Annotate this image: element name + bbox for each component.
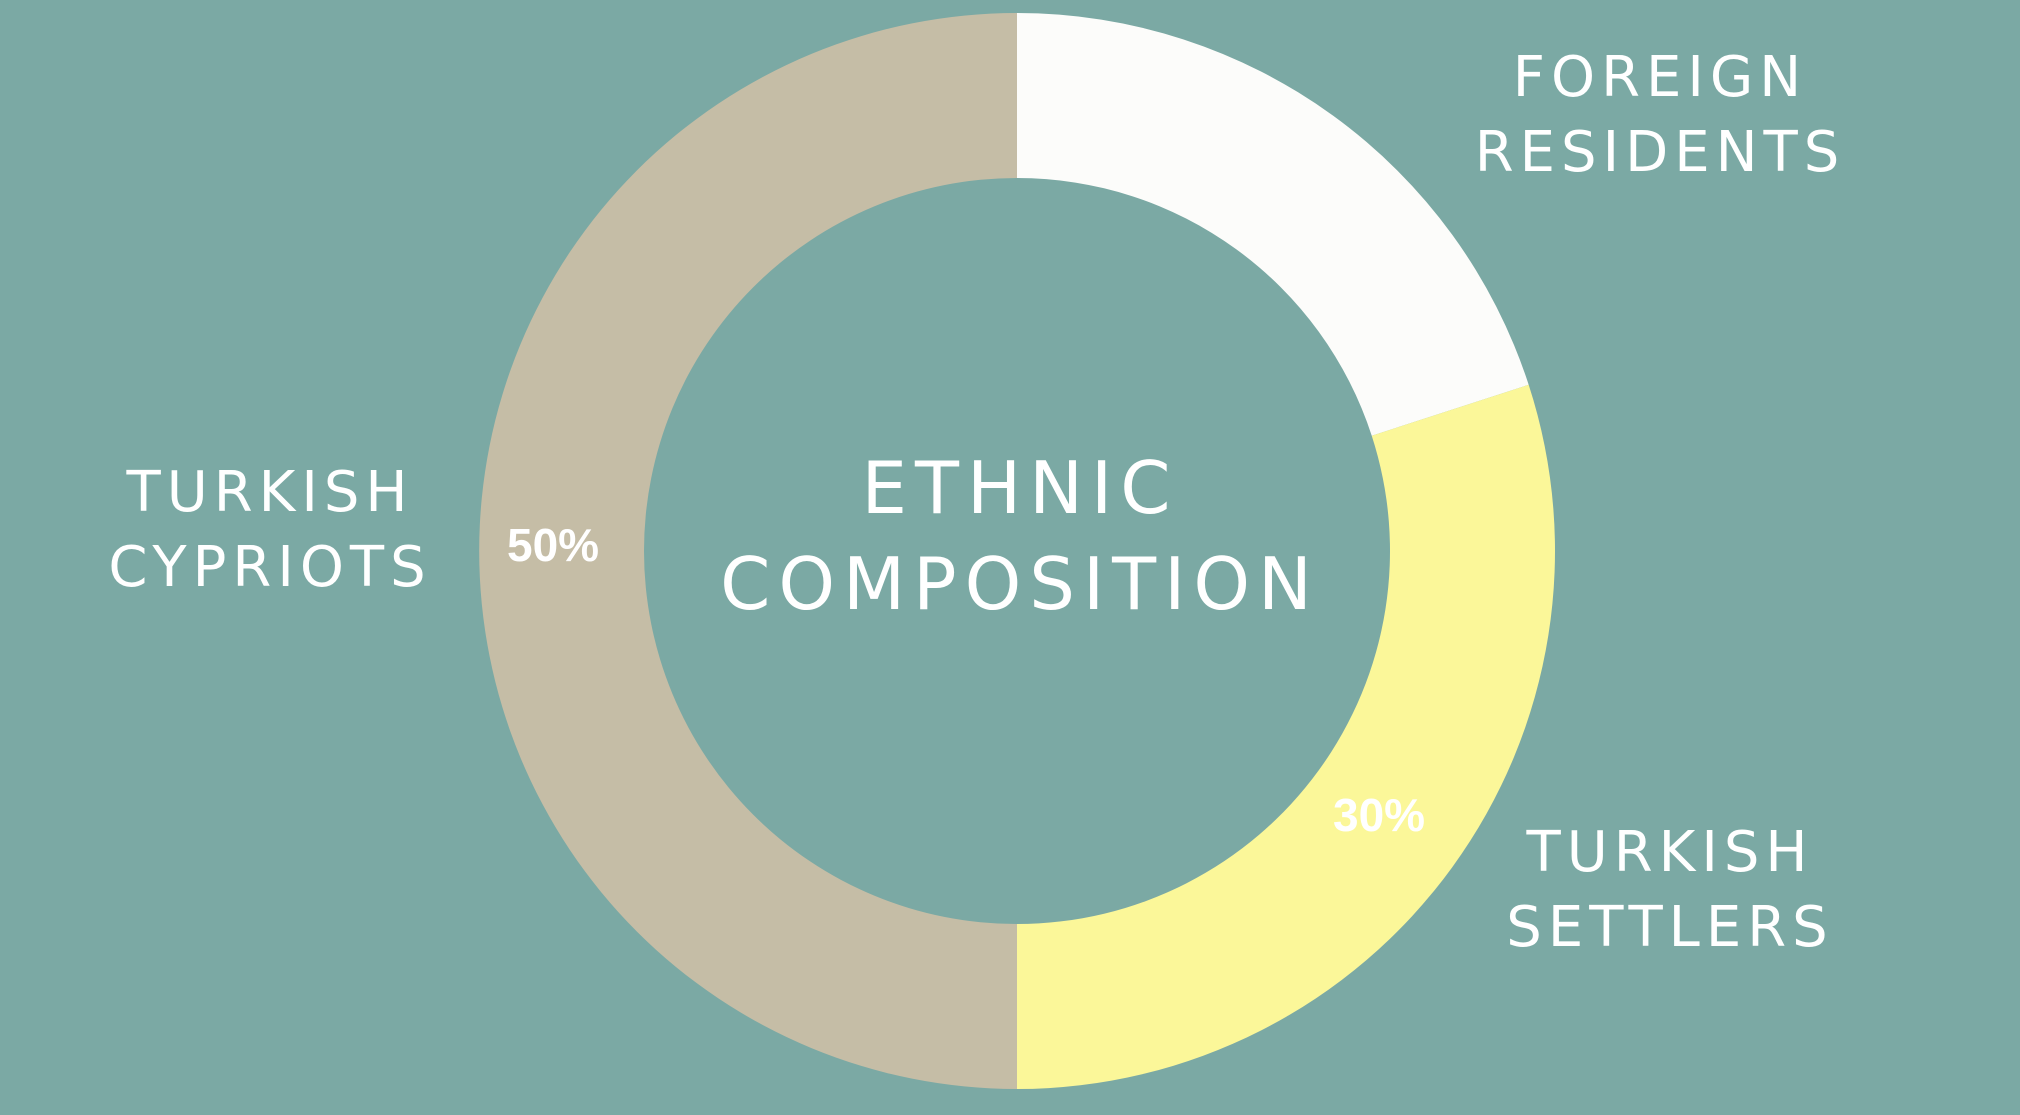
slice-label-line: SETTLERS — [1506, 895, 1834, 960]
chart-title-line: COMPOSITION — [720, 542, 1320, 626]
data-label-turkish-settlers: 30% — [1333, 789, 1426, 841]
chart-title-line: ETHNIC — [861, 446, 1179, 530]
donut-slice-turkish-cypriots — [479, 13, 1017, 1089]
slice-label-turkish-cypriots: TURKISH CYPRIOTS — [40, 455, 500, 605]
slice-label-line: FOREIGN — [1512, 45, 1808, 110]
slice-label-line: TURKISH — [1526, 820, 1814, 885]
slice-label-line: CYPRIOTS — [108, 535, 432, 600]
slice-label-line: TURKISH — [126, 460, 414, 525]
slice-label-foreign-residents: FOREIGN RESIDENTS — [1460, 40, 1860, 190]
data-label-turkish-cypriots: 50% — [507, 519, 600, 571]
donut-slice-foreign-residents — [1017, 13, 1529, 436]
chart-title: ETHNIC COMPOSITION — [620, 440, 1420, 632]
slice-label-turkish-settlers: TURKISH SETTLERS — [1470, 815, 1870, 965]
slice-label-line: RESIDENTS — [1474, 120, 1846, 185]
donut-slice-turkish-settlers — [1017, 384, 1555, 1089]
